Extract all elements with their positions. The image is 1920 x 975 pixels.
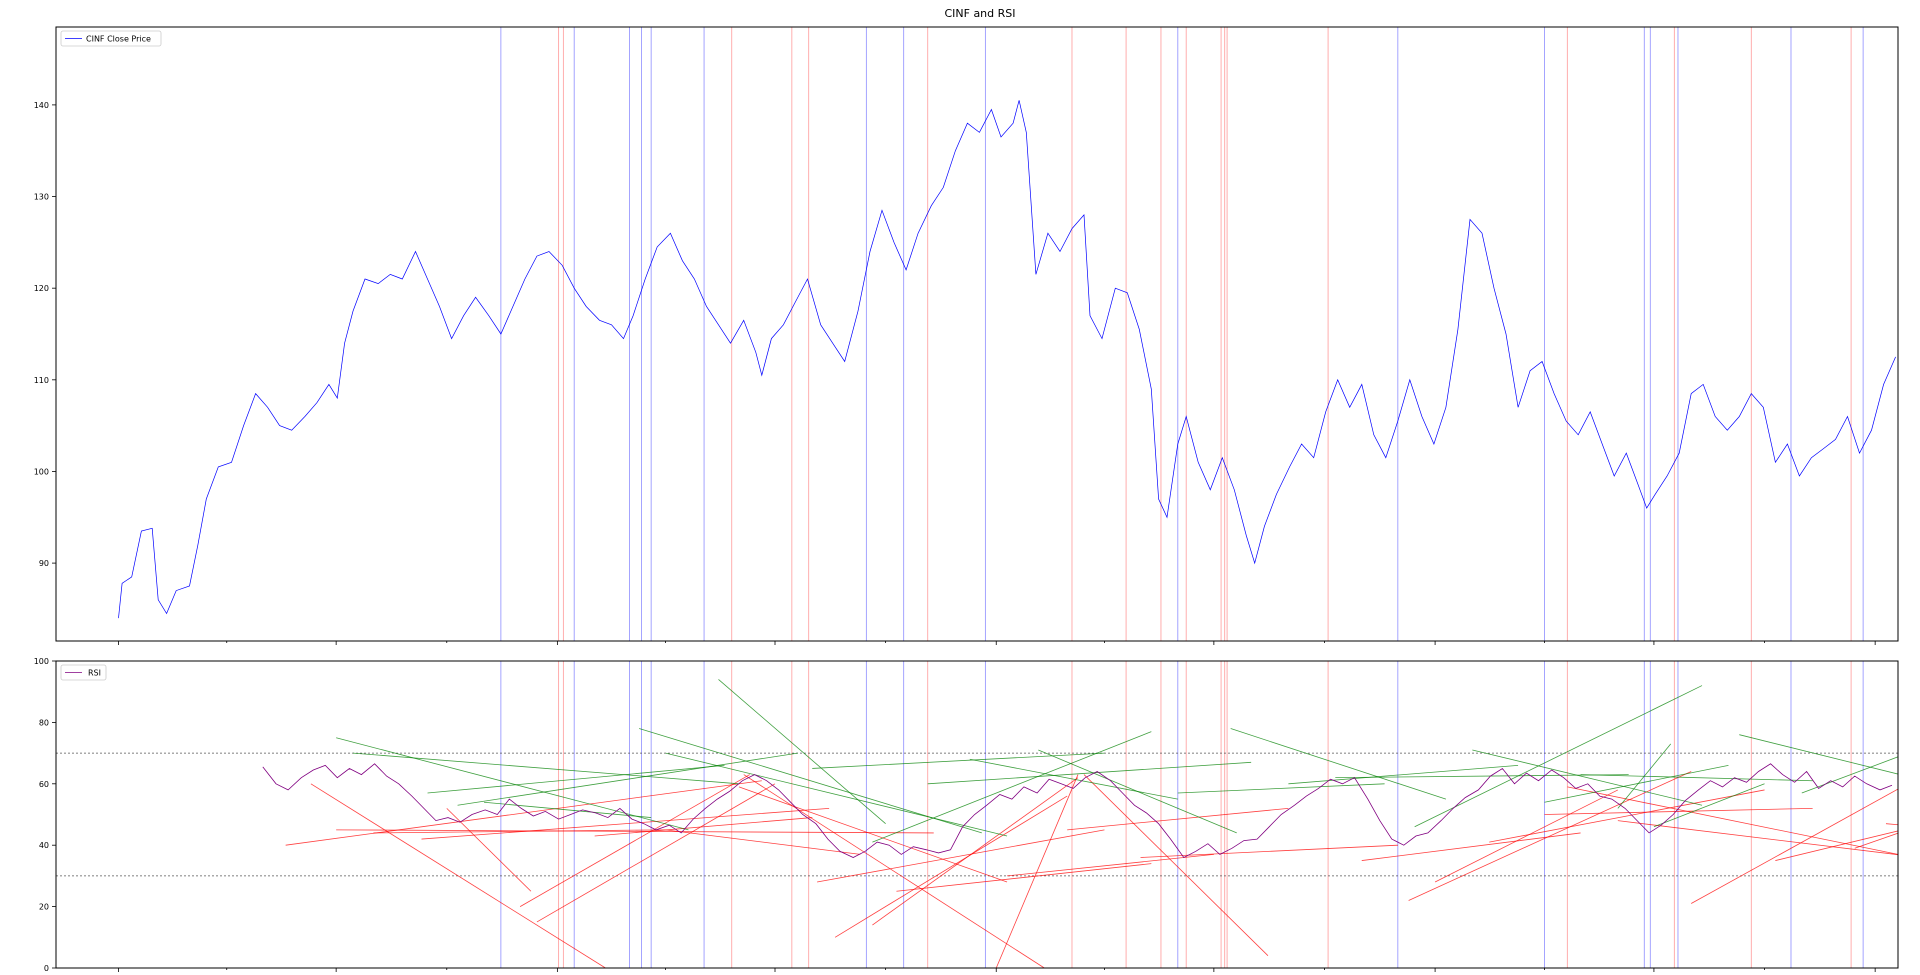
rsi-support-line: [1489, 789, 1765, 843]
price-plot-frame: [55, 26, 1899, 642]
rsi-support-line: [285, 780, 762, 846]
rsi-resistance-line: [352, 752, 739, 785]
rsi-resistance-line: [457, 752, 798, 806]
rsi-resistance-line: [1335, 774, 1629, 779]
rsi-line: [262, 763, 1893, 859]
rsi-support-line: [1885, 823, 1898, 826]
rsi-resistance-line: [1739, 734, 1898, 775]
rsi-resistance-line: [1414, 685, 1703, 828]
rsi-resistance-line: [812, 752, 1105, 769]
rsi-support-line: [1083, 774, 1269, 957]
rsi-support-line: [1617, 820, 1898, 856]
rsi-resistance-line: [483, 801, 652, 818]
price-line: [118, 100, 1896, 619]
rsi-support-line: [1408, 771, 1692, 901]
rsi-y-tick-label: 0: [44, 964, 49, 973]
rsi-series: [262, 763, 1893, 859]
rsi-support-line: [1544, 807, 1813, 815]
price-panel: 90 100 110 120 130 140 CINF Close Price: [34, 26, 1899, 645]
rsi-support-line: [665, 829, 861, 855]
rsi-resistance-line: [1177, 783, 1385, 794]
rsi-resistance-line: [336, 737, 689, 831]
rsi-support-line: [738, 786, 1008, 883]
rsi-resistance-line: [1472, 749, 1703, 806]
price-y-axis: 90 100 110 120 130 140: [34, 101, 56, 568]
chart-title: CINF and RSI: [944, 7, 1015, 20]
rsi-y-tick-label: 20: [39, 903, 49, 912]
rsi-resistance-line: [1580, 774, 1813, 782]
rsi-trendlines: [285, 679, 1898, 968]
rsi-support-line: [743, 774, 1045, 968]
rsi-support-line: [817, 829, 1105, 883]
rsi-legend: RSI: [60, 664, 107, 681]
rsi-support-line: [1140, 844, 1398, 858]
rsi-resistance-line: [969, 758, 1178, 800]
rsi-support-line: [1434, 789, 1619, 883]
rsi-y-tick-label: 80: [39, 718, 49, 727]
rsi-support-line: [1007, 854, 1214, 877]
rsi-reference-levels: [56, 752, 1898, 877]
rsi-support-line: [1361, 832, 1581, 861]
rsi-resistance-line: [1230, 728, 1447, 800]
price-y-tick-label: 130: [34, 193, 49, 202]
rsi-resistance-line: [1544, 764, 1729, 803]
rsi-resistance-line: [1801, 756, 1898, 794]
price-y-tick-label: 100: [34, 467, 49, 476]
rsi-resistance-line: [639, 728, 982, 834]
rsi-resistance-line: [927, 761, 1252, 785]
price-series: [118, 100, 1896, 619]
rsi-resistance-line: [665, 752, 1008, 837]
rsi-resistance-line: [427, 764, 725, 794]
price-y-tick-label: 140: [34, 101, 49, 110]
price-y-tick-label: 120: [34, 284, 49, 293]
rsi-legend-label: RSI: [88, 669, 101, 678]
rsi-resistance-line: [1038, 749, 1237, 834]
rsi-y-axis: 0 20 40 60 80 100: [34, 657, 56, 973]
rsi-y-tick-label: 100: [34, 657, 49, 666]
rsi-support-line: [536, 783, 776, 923]
rsi-resistance-line: [1288, 764, 1519, 785]
rsi-y-tick-label: 40: [39, 841, 49, 850]
rsi-y-tick-label: 60: [39, 780, 49, 789]
rsi-support-line: [1775, 830, 1898, 861]
price-y-tick-label: 90: [39, 559, 49, 568]
rsi-support-line: [896, 863, 1152, 892]
price-signal-lines: [500, 27, 1864, 641]
price-legend-label: CINF Close Price: [86, 35, 151, 44]
rsi-x-axis: 2021-012021-072022-012022-072023-012023-…: [86, 968, 1876, 975]
rsi-panel: 0 20 40 60 80 100 2021-012021-072022-012022-0…: [34, 657, 1899, 975]
rsi-resistance-line: [1653, 783, 1765, 828]
rsi-support-line: [421, 807, 830, 840]
rsi-support-line: [446, 808, 532, 892]
rsi-support-line: [1691, 788, 1898, 904]
rsi-signal-lines: [500, 661, 1864, 968]
rsi-support-line: [995, 774, 1079, 968]
price-legend: CINF Close Price: [60, 30, 162, 47]
price-y-tick-label: 110: [34, 376, 49, 385]
rsi-support-line: [1067, 807, 1289, 831]
rsi-support-line: [872, 777, 1079, 926]
rsi-support-line: [834, 795, 1068, 938]
rsi-resistance-line: [718, 679, 886, 825]
price-x-ticks: [118, 641, 1876, 645]
rsi-support-line: [1854, 832, 1898, 849]
rsi-support-line: [1567, 786, 1898, 855]
rsi-support-line: [310, 783, 606, 968]
rsi-support-line: [594, 817, 813, 837]
rsi-plot-frame: [55, 660, 1899, 969]
rsi-resistance-line: [872, 731, 1152, 843]
rsi-support-line: [519, 774, 750, 907]
